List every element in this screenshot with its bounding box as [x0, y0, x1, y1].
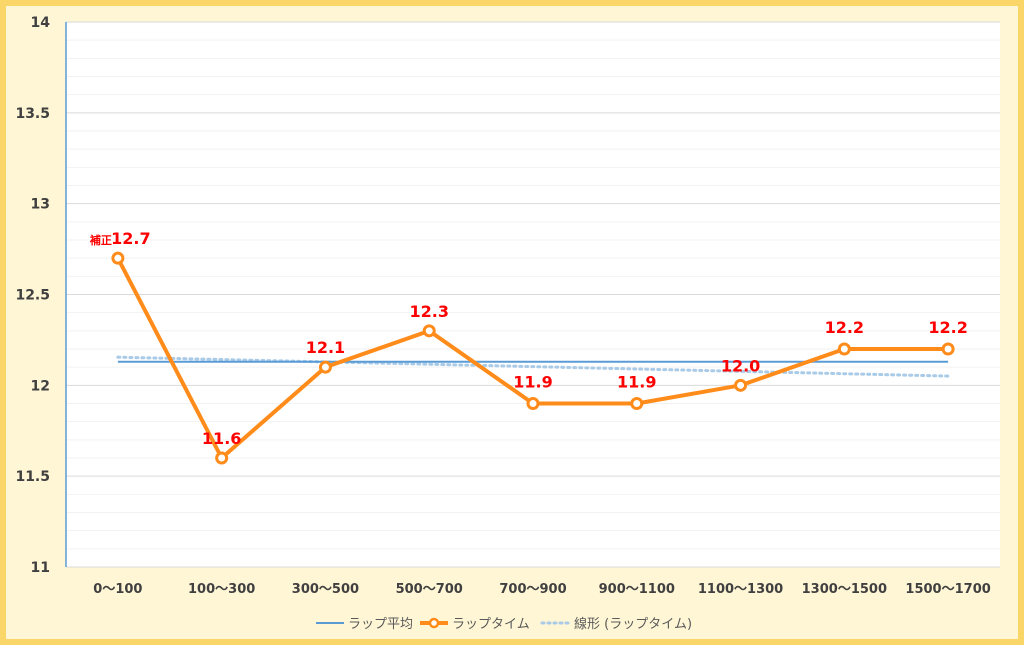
data-label: 12.1 [306, 338, 345, 357]
data-label: 12.7 [111, 229, 150, 248]
lap-marker [215, 451, 229, 465]
data-label-annotation: 補正 [89, 233, 112, 247]
data-labels: 12.7 11.6 12.1 12.3 11.9 11.9 12.0 12.2 12.2 補正 [89, 229, 968, 448]
x-tick-label: 0～100 [93, 582, 142, 597]
lap-marker [111, 251, 125, 265]
legend-label: ラップ平均 [348, 617, 413, 632]
y-tick-label: 12.5 [15, 288, 50, 304]
lap-marker [941, 342, 955, 356]
legend-label: 線形 (ラップタイム) [574, 616, 692, 632]
y-tick-label: 13.5 [15, 106, 50, 122]
lap-marker [630, 397, 644, 410]
legend-swatch-marker [428, 617, 440, 629]
y-tick-label: 13 [31, 197, 50, 213]
lap-marker [318, 360, 332, 374]
y-tick-label: 14 [31, 15, 51, 31]
y-tick-label: 12 [31, 378, 50, 394]
data-label: 11.9 [617, 373, 656, 392]
x-axis: 0～100 100～300 300～500 500～700 700～900 900～110… [93, 582, 991, 597]
data-label: 12.2 [825, 318, 864, 337]
x-tick-label: 300～500 [292, 582, 359, 597]
legend-label: ラップタイム [452, 617, 530, 632]
lap-marker [837, 342, 851, 356]
lap-marker [734, 378, 748, 392]
series-layer [111, 251, 955, 465]
data-label: 12.0 [721, 356, 760, 375]
lap-marker [526, 397, 540, 410]
legend-item: ラップ平均 [316, 617, 413, 632]
x-tick-label: 1100～1300 [698, 582, 783, 597]
series-trend-line [116, 355, 950, 378]
y-tick-label: 11 [31, 560, 50, 576]
x-tick-label: 1300～1500 [802, 582, 887, 597]
x-tick-label: 900～1100 [599, 582, 675, 597]
data-label: 12.3 [409, 302, 448, 321]
x-tick-label: 500～700 [396, 582, 463, 597]
y-tick-label: 11.5 [15, 469, 50, 485]
x-tick-label: 1500～1700 [905, 582, 990, 597]
y-axis: 11 11.5 12 12.5 13 13.5 14 [15, 15, 67, 576]
grid [66, 21, 1000, 568]
legend-item: 線形 (ラップタイム) [540, 616, 692, 632]
data-label: 11.9 [513, 373, 552, 392]
data-label: 11.6 [202, 429, 241, 448]
x-tick-label: 700～900 [499, 582, 566, 597]
x-tick-label: 100～300 [188, 582, 255, 597]
lap-marker [422, 324, 436, 338]
legend-item: ラップタイム [420, 617, 530, 632]
data-label: 12.2 [928, 318, 967, 337]
legend: ラップ平均 ラップタイム 線形 (ラップタイム) [316, 616, 692, 632]
